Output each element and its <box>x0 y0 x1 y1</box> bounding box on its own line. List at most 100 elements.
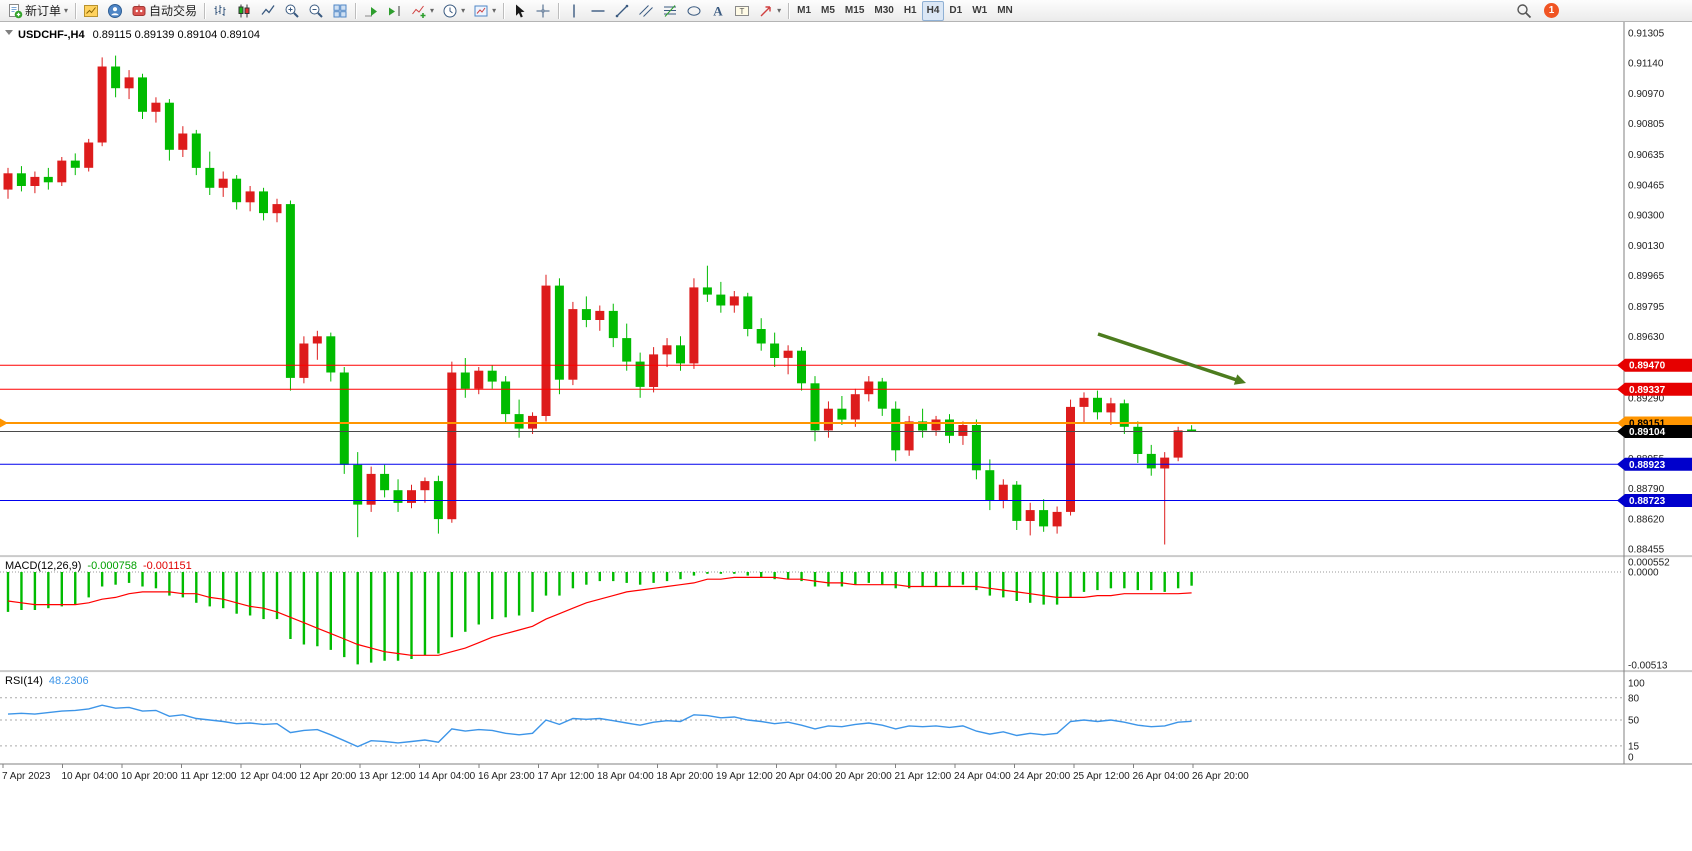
autotrading-button[interactable]: 自动交易 <box>127 1 201 21</box>
indicators-button[interactable]: ▾ <box>407 1 438 21</box>
new-order-button[interactable]: 新订单 ▾ <box>3 1 72 21</box>
rsi-axis-label: 80 <box>1628 693 1640 704</box>
community-button[interactable] <box>103 1 127 21</box>
text-icon: A <box>710 3 726 19</box>
collapse-icon[interactable] <box>5 30 13 35</box>
search-icon <box>1516 3 1532 19</box>
time-axis-label: 26 Apr 04:00 <box>1133 771 1190 782</box>
timeframe-m30-label: M30 <box>874 5 894 16</box>
price-tag-0.89337: 0.89337 <box>1617 382 1692 396</box>
text-button[interactable]: A <box>706 1 730 21</box>
timeframe-m30[interactable]: M30 <box>869 1 898 21</box>
chart-shift-button[interactable] <box>383 1 407 21</box>
chart-area[interactable]: MACD(12,26,9) -0.000758 -0.001151 RSI(14) 48… <box>0 22 1692 851</box>
svg-text:0.89337: 0.89337 <box>1629 385 1666 396</box>
timeframe-m5[interactable]: M5 <box>816 1 840 21</box>
templates-icon <box>473 3 489 19</box>
candles-chart-button[interactable] <box>232 1 256 21</box>
time-axis-label: 20 Apr 04:00 <box>776 771 833 782</box>
svg-text:T: T <box>740 6 745 15</box>
time-axis-label: 10 Apr 04:00 <box>62 771 119 782</box>
rsi-label: RSI(14) 48.2306 <box>5 675 89 687</box>
time-axis-label: 25 Apr 12:00 <box>1073 771 1130 782</box>
timeframe-mn-label: MN <box>997 5 1013 16</box>
cursor-icon <box>511 3 527 19</box>
horizontal-line-icon <box>590 3 606 19</box>
timeframe-h1[interactable]: H1 <box>899 1 922 21</box>
line-chart-button[interactable] <box>256 1 280 21</box>
macd-pane[interactable]: MACD(12,26,9) -0.000758 -0.001151 <box>0 560 1622 665</box>
macd-axis-label: 0.000552 <box>1628 558 1670 569</box>
rsi-pane[interactable]: RSI(14) 48.2306 <box>0 675 1622 748</box>
tile-windows-button[interactable] <box>328 1 352 21</box>
svg-text:A: A <box>713 3 723 18</box>
bars-chart-icon <box>212 3 228 19</box>
arrows-button[interactable]: ▾ <box>754 1 785 21</box>
trendline-button[interactable] <box>610 1 634 21</box>
templates-button[interactable]: ▾ <box>469 1 500 21</box>
auto-scroll-button[interactable] <box>359 1 383 21</box>
fibonacci-button[interactable] <box>658 1 682 21</box>
indicators-icon <box>411 3 427 19</box>
chevron-down-icon: ▾ <box>461 6 466 15</box>
bars-chart-button[interactable] <box>208 1 232 21</box>
horizontal-line-button[interactable] <box>586 1 610 21</box>
price-axis-label: 0.90465 <box>1628 181 1665 192</box>
time-axis-label: 12 Apr 20:00 <box>300 771 357 782</box>
timeframe-m15[interactable]: M15 <box>840 1 869 21</box>
shapes-button[interactable] <box>682 1 706 21</box>
shapes-icon <box>686 3 702 19</box>
timeframe-m5-label: M5 <box>821 5 835 16</box>
toolbar-separator <box>788 2 790 19</box>
notification-badge[interactable]: 1 <box>1544 3 1559 18</box>
rsi-line <box>7 704 1192 748</box>
channel-icon <box>638 3 654 19</box>
price-axis-label: 0.90130 <box>1628 241 1665 252</box>
zoom-in-button[interactable] <box>280 1 304 21</box>
zoom-out-button[interactable] <box>304 1 328 21</box>
timeframe-m1[interactable]: M1 <box>792 1 816 21</box>
price-tag-0.88723: 0.88723 <box>1617 494 1692 507</box>
time-axis[interactable]: 7 Apr 2023 10 Apr 04:00 10 Apr 20:00 11 Apr… <box>2 764 1249 782</box>
charts-button[interactable] <box>79 1 103 21</box>
time-axis-label: 11 Apr 12:00 <box>181 771 237 782</box>
price-axis-label: 0.90970 <box>1628 89 1665 100</box>
time-axis-label: 18 Apr 20:00 <box>657 771 714 782</box>
toolbar-separator <box>204 2 206 19</box>
price-axis-label: 0.88790 <box>1628 484 1665 495</box>
crosshair-button[interactable] <box>531 1 555 21</box>
toolbar-separator <box>503 2 505 19</box>
symbol-period-label: USDCHF-,H4 0.89115 0.89139 0.89104 0.8910… <box>18 29 260 41</box>
macd-signal-line <box>7 576 1192 656</box>
rsi-axis-label: 15 <box>1628 741 1640 752</box>
text-label-icon: T <box>734 3 750 19</box>
chart-shift-icon <box>387 3 403 19</box>
timeframe-w1[interactable]: W1 <box>967 1 992 21</box>
time-axis-label: 13 Apr 12:00 <box>359 771 416 782</box>
chevron-down-icon: ▾ <box>492 6 497 15</box>
time-axis-label: 26 Apr 20:00 <box>1192 771 1249 782</box>
toolbar-separator <box>558 2 560 19</box>
timeframe-h4[interactable]: H4 <box>921 0 945 21</box>
channel-button[interactable] <box>634 1 658 21</box>
time-axis-label: 24 Apr 20:00 <box>1014 771 1071 782</box>
price-axis-label: 0.90300 <box>1628 211 1665 222</box>
candles-chart-icon <box>236 3 252 19</box>
cursor-button[interactable] <box>507 1 531 21</box>
time-axis-label: 10 Apr 20:00 <box>121 771 178 782</box>
annotation-arrow[interactable] <box>1097 332 1246 385</box>
search-button[interactable] <box>1512 1 1536 21</box>
periods-button[interactable]: ▾ <box>438 1 469 21</box>
timeframe-d1[interactable]: D1 <box>944 1 967 21</box>
timeframe-mn[interactable]: MN <box>992 1 1018 21</box>
tile-windows-icon <box>332 3 348 19</box>
trendline-icon <box>614 3 630 19</box>
text-label-button[interactable]: T <box>730 1 754 21</box>
chart-background <box>0 22 1692 851</box>
line-chart-icon <box>260 3 276 19</box>
vertical-line-button[interactable] <box>562 1 586 21</box>
auto-scroll-icon <box>363 3 379 19</box>
time-axis-label: 12 Apr 04:00 <box>240 771 297 782</box>
price-tag-0.89470: 0.89470 <box>1617 358 1692 372</box>
community-icon <box>107 3 123 19</box>
